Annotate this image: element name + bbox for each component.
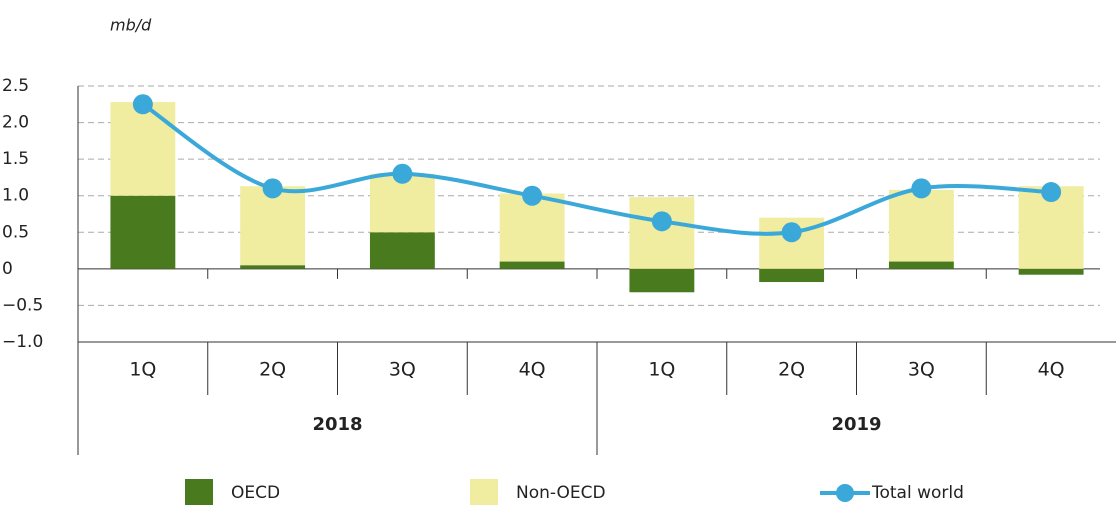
x-tick-label: 3Q bbox=[908, 359, 935, 381]
legend-swatch bbox=[836, 484, 854, 502]
legend-label: Total world bbox=[871, 483, 964, 503]
bar bbox=[240, 265, 306, 269]
y-tick-label: 1.0 bbox=[2, 186, 29, 206]
x-tick-label: 4Q bbox=[1038, 359, 1065, 381]
y-tick-label: −1.0 bbox=[2, 332, 43, 352]
y-tick-label: 2.5 bbox=[2, 76, 29, 96]
x-tick-label: 1Q bbox=[129, 359, 156, 381]
x-tick-label: 4Q bbox=[519, 359, 546, 381]
legend-label: OECD bbox=[231, 483, 280, 503]
bar bbox=[759, 268, 825, 283]
bar bbox=[369, 232, 435, 269]
line-marker bbox=[911, 178, 932, 199]
y-tick-label: 0.5 bbox=[2, 222, 29, 242]
line-marker bbox=[522, 185, 543, 206]
y-tick-label: 0 bbox=[2, 259, 13, 279]
x-tick-label: 2Q bbox=[259, 359, 286, 381]
legend-label: Non-OECD bbox=[516, 483, 606, 503]
group-label: 2019 bbox=[831, 414, 881, 435]
bar bbox=[110, 195, 176, 269]
x-tick-label: 3Q bbox=[389, 359, 416, 381]
x-tick-label: 1Q bbox=[648, 359, 675, 381]
bar bbox=[240, 186, 306, 266]
line-marker bbox=[651, 211, 672, 232]
line-marker bbox=[781, 222, 802, 243]
bar bbox=[110, 102, 176, 196]
line-marker bbox=[392, 163, 413, 184]
y-tick-label: −0.5 bbox=[2, 295, 43, 315]
bar bbox=[629, 197, 695, 269]
y-tick-label: 2.0 bbox=[2, 113, 29, 133]
line-marker bbox=[1041, 182, 1062, 203]
y-tick-label: 1.5 bbox=[2, 149, 29, 169]
y-unit-label: mb/d bbox=[110, 16, 152, 35]
bar bbox=[499, 261, 565, 269]
line-marker bbox=[262, 178, 283, 199]
x-tick-label: 2Q bbox=[778, 359, 805, 381]
legend-swatch bbox=[470, 479, 498, 505]
legend-swatch bbox=[185, 479, 213, 505]
line-marker bbox=[132, 94, 153, 115]
bar bbox=[888, 189, 954, 262]
bar bbox=[888, 261, 954, 269]
group-label: 2018 bbox=[312, 414, 362, 435]
bar bbox=[1018, 268, 1084, 275]
bar bbox=[629, 268, 695, 293]
